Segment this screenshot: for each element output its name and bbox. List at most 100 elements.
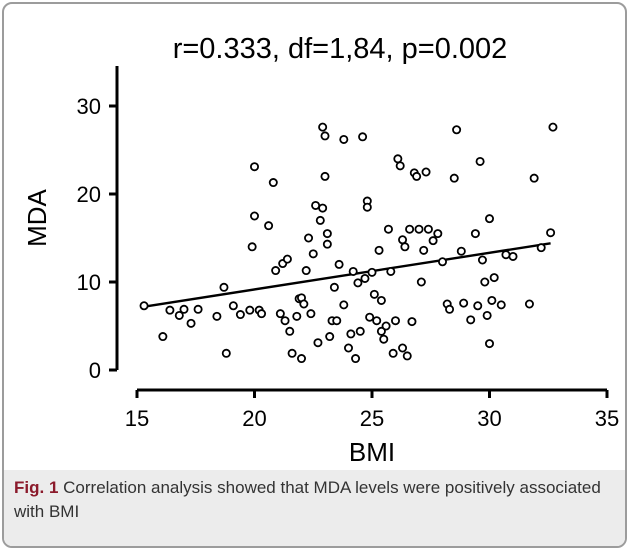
data-point xyxy=(249,162,259,172)
data-point xyxy=(414,224,424,234)
data-point xyxy=(287,348,297,358)
data-point xyxy=(282,254,292,264)
x-tick-group: 15 20 25 30 35 xyxy=(125,390,619,431)
data-point xyxy=(477,255,487,265)
data-point xyxy=(318,203,328,213)
data-point xyxy=(360,273,370,283)
data-point xyxy=(416,277,426,287)
data-point xyxy=(271,266,281,276)
data-point xyxy=(320,131,330,141)
data-point xyxy=(280,316,290,326)
data-point xyxy=(264,221,274,231)
data-point xyxy=(329,282,339,292)
data-point xyxy=(221,348,231,358)
data-point xyxy=(456,246,466,256)
data-point xyxy=(353,278,363,288)
data-point xyxy=(339,134,349,144)
y-tick-group: 0 10 20 30 xyxy=(77,94,117,383)
data-point xyxy=(325,332,335,342)
data-point xyxy=(374,245,384,255)
data-points xyxy=(139,122,558,364)
data-point xyxy=(548,122,558,132)
data-point xyxy=(379,334,389,344)
data-point xyxy=(473,301,483,311)
data-point xyxy=(437,257,447,267)
data-point xyxy=(320,171,330,181)
figure-caption-text: Correlation analysis showed that MDA lev… xyxy=(14,478,601,521)
data-point xyxy=(186,318,196,328)
data-point xyxy=(268,178,278,188)
scatter-plot: r=0.333, df=1,84, p=0.002 0 10 20 30 15 20 25… xyxy=(22,33,619,467)
data-point xyxy=(421,167,431,177)
data-point xyxy=(475,156,485,166)
data-point xyxy=(466,315,476,325)
data-point xyxy=(470,229,480,239)
data-point xyxy=(257,309,267,319)
data-point xyxy=(459,298,469,308)
data-point xyxy=(165,305,175,315)
data-point xyxy=(245,305,255,315)
data-point xyxy=(433,229,443,239)
data-point xyxy=(179,304,189,314)
y-tick-label: 30 xyxy=(77,94,101,119)
data-point xyxy=(247,242,257,252)
data-point xyxy=(304,233,314,243)
y-axis-label: MDA xyxy=(22,188,52,246)
y-tick-label: 20 xyxy=(77,182,101,207)
data-point xyxy=(445,304,455,314)
data-point xyxy=(484,214,494,224)
data-point xyxy=(174,310,184,320)
caption-bar: Fig. 1 Correlation analysis showed that … xyxy=(4,470,625,546)
figure-caption: Fig. 1 Correlation analysis showed that … xyxy=(14,476,614,524)
data-point xyxy=(365,312,375,322)
data-point xyxy=(484,339,494,349)
data-point xyxy=(275,309,285,319)
data-point xyxy=(529,173,539,183)
data-point xyxy=(405,224,415,234)
x-tick-label: 35 xyxy=(595,406,619,431)
data-point xyxy=(398,343,408,353)
data-point xyxy=(285,326,295,336)
data-point xyxy=(381,321,391,331)
data-point xyxy=(313,338,323,348)
data-point xyxy=(395,161,405,171)
data-point xyxy=(228,301,238,311)
x-tick-label: 25 xyxy=(360,406,384,431)
data-point xyxy=(322,229,332,239)
x-axis-label: BMI xyxy=(349,437,395,467)
data-point xyxy=(351,354,361,364)
data-point xyxy=(407,317,417,327)
data-point xyxy=(501,250,511,260)
data-point xyxy=(489,273,499,283)
data-point xyxy=(524,299,534,309)
data-point xyxy=(358,132,368,142)
data-point xyxy=(296,354,306,364)
data-point xyxy=(508,251,518,261)
data-point xyxy=(235,310,245,320)
data-point xyxy=(158,332,168,342)
data-point xyxy=(348,266,358,276)
data-point xyxy=(369,289,379,299)
x-tick-label: 30 xyxy=(477,406,501,431)
y-tick-label: 10 xyxy=(77,270,101,295)
data-point xyxy=(292,311,302,321)
x-tick-label: 20 xyxy=(242,406,266,431)
data-point xyxy=(386,266,396,276)
data-point xyxy=(299,299,309,309)
data-point xyxy=(311,200,321,210)
data-point xyxy=(193,304,203,314)
data-point xyxy=(487,295,497,305)
data-point xyxy=(332,316,342,326)
chart-title: r=0.333, df=1,84, p=0.002 xyxy=(173,33,508,65)
data-point xyxy=(249,211,259,221)
data-point xyxy=(423,224,433,234)
data-point xyxy=(306,309,316,319)
data-point xyxy=(376,326,386,336)
data-point xyxy=(536,243,546,253)
data-point xyxy=(212,311,222,321)
figure-label: Fig. 1 xyxy=(14,478,59,497)
data-point xyxy=(393,154,403,164)
data-point xyxy=(308,249,318,259)
data-point xyxy=(318,122,328,132)
